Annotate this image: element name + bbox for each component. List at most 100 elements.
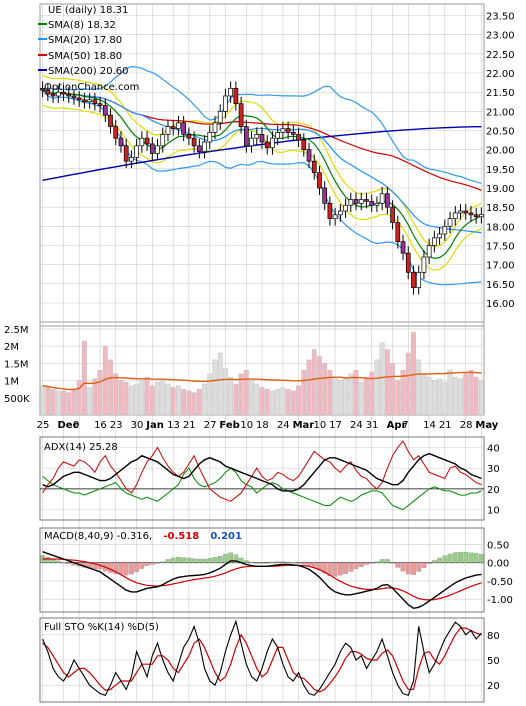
volume-bar	[343, 376, 348, 416]
volume-bar	[270, 390, 275, 416]
macd-histogram-bar	[139, 562, 145, 569]
volume-bar	[463, 373, 469, 416]
macd-histogram-bar	[108, 562, 113, 573]
x-tick-label: 23	[110, 420, 123, 431]
macd-panel	[40, 551, 484, 610]
macd-frame	[39, 527, 485, 613]
legend-sma8: SMA(8) 18.32	[48, 20, 116, 31]
volume-bar	[50, 388, 56, 416]
volume-bar	[379, 342, 385, 416]
volume-bar	[374, 359, 380, 416]
price-tick-label: 20.50	[486, 127, 515, 138]
volume-bar	[228, 376, 234, 416]
candle-body	[207, 132, 213, 143]
price-tick-label: 16.00	[486, 299, 515, 310]
volume-bar	[71, 388, 77, 416]
candle-body	[322, 187, 328, 204]
volume-bar	[97, 370, 103, 416]
candle-body	[76, 97, 82, 101]
candle-body	[332, 214, 338, 220]
candle-body	[369, 201, 375, 206]
candle-body	[290, 132, 296, 135]
volume-bar	[306, 359, 312, 416]
macd-histogram-bar	[395, 562, 401, 568]
macd-histogram-bar	[176, 557, 181, 563]
candle-body	[196, 145, 202, 152]
adx-tick-label: 30	[487, 464, 500, 475]
candle-body	[45, 89, 51, 95]
candle-body	[97, 103, 103, 106]
candle-body	[82, 99, 87, 103]
macd-histogram-bar	[364, 562, 369, 565]
macd-histogram-bar	[160, 561, 166, 563]
legend-sma20: SMA(20) 17.80	[48, 35, 122, 46]
candle-body	[364, 199, 369, 202]
candle-body	[254, 133, 260, 139]
volume-bar	[337, 380, 343, 416]
volume-bar	[317, 356, 322, 416]
macd-histogram-bar	[338, 562, 343, 576]
stochastic-tick-label: 80	[487, 631, 500, 642]
candle-body	[343, 204, 348, 212]
x-tick-label: 9	[73, 420, 79, 431]
candle-body	[358, 199, 364, 204]
legend-sma200: SMA(200) 20.60	[48, 66, 129, 77]
volume-bar	[395, 380, 401, 416]
candle-body	[123, 145, 129, 162]
adx-line	[42, 452, 482, 492]
volume-bar	[249, 380, 254, 416]
candle-body	[134, 145, 139, 158]
candle-body	[400, 241, 406, 254]
candle-body	[66, 93, 72, 97]
volume-bar	[431, 380, 437, 416]
macd-histogram-bar	[353, 562, 359, 570]
candle-body	[437, 233, 442, 239]
volume-bar	[478, 380, 484, 416]
macd-histogram-bar	[270, 561, 275, 563]
macd-histogram-bar	[343, 562, 348, 574]
volume-bar	[160, 378, 166, 416]
candle-body	[353, 199, 359, 204]
macd-histogram-bar	[317, 562, 322, 571]
volume-bar	[437, 378, 442, 416]
candle-body	[40, 87, 45, 91]
candle-body	[243, 126, 249, 147]
candle-body	[327, 202, 333, 220]
price-tick-label: 19.00	[486, 184, 515, 195]
candle-body	[264, 141, 270, 149]
volume-bar	[186, 390, 192, 416]
candle-body	[155, 145, 160, 154]
x-tick-label: 30	[131, 420, 144, 431]
macd-histogram-bar	[306, 562, 312, 566]
x-tick-label: 28	[460, 420, 473, 431]
volume-bar	[327, 370, 333, 416]
candle-body	[139, 137, 145, 147]
volume-tick-label: 500K	[4, 394, 30, 405]
price-tick-label: 18.50	[486, 203, 515, 214]
macd-histogram-bar	[374, 561, 380, 563]
candle-body	[348, 199, 354, 206]
adx-tick-label: 10	[487, 506, 500, 517]
candle-body	[306, 149, 312, 162]
candle-body	[50, 93, 56, 97]
candle-body	[432, 237, 437, 246]
macd-line	[42, 551, 482, 610]
volume-bar	[416, 359, 422, 416]
volume-tick-label: 2M	[4, 342, 19, 353]
price-tick-label: 22.50	[486, 50, 515, 61]
macd-histogram-bar	[426, 562, 432, 564]
candle-body	[311, 160, 317, 174]
axis-labels: 23.50 23.00 22.50 22.00 21.50 21.00 20.50 20.00…	[4, 12, 515, 693]
volume-bar	[149, 385, 155, 416]
candle-body	[259, 133, 265, 143]
volume-bar	[364, 376, 369, 416]
candle-body	[149, 143, 155, 154]
macd-histogram-bar	[186, 557, 192, 563]
candle-body	[191, 137, 197, 147]
volume-bar	[176, 385, 181, 416]
volume-bar	[447, 370, 453, 416]
macd-histogram-bar	[452, 552, 458, 563]
x-tick-label: 31	[366, 420, 379, 431]
macd-histogram-bar	[447, 553, 453, 563]
volume-bar	[217, 352, 223, 416]
